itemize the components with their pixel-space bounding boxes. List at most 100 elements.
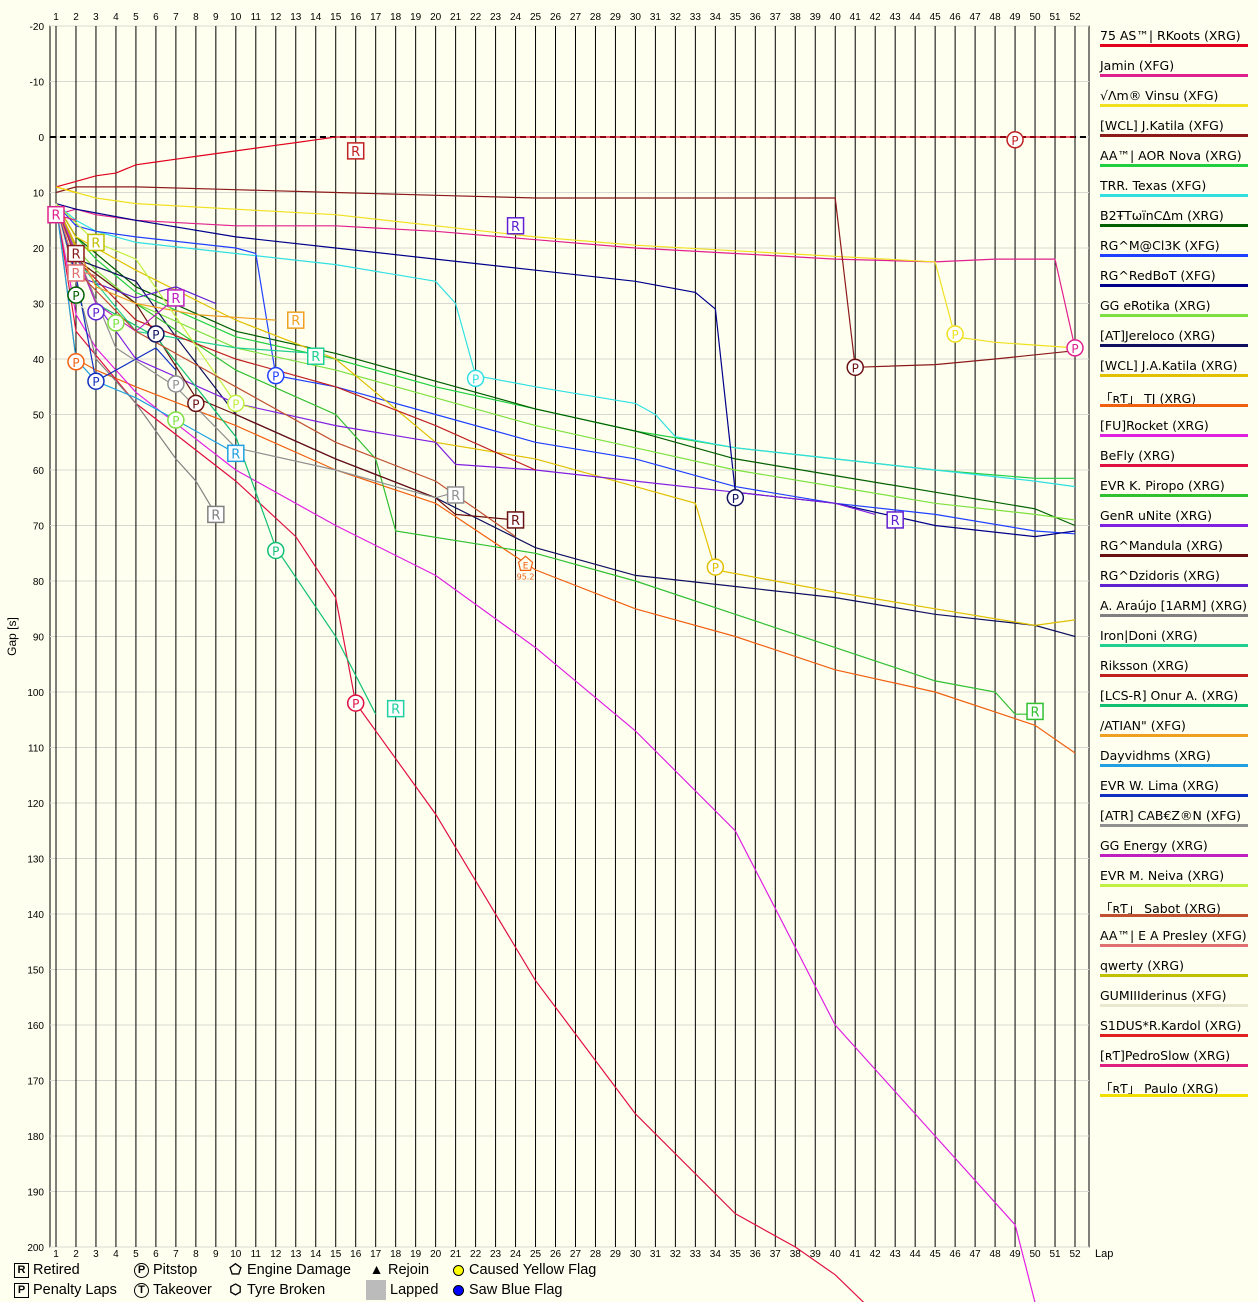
x-tick-label-bottom: 27 <box>570 1249 582 1260</box>
legend-color-swatch <box>1100 524 1248 527</box>
legend-item: 75 AS™| RKoots (XRG) <box>1094 28 1254 58</box>
legend-item: RG^RedBoT (XFG) <box>1094 268 1254 298</box>
legend-driver-name: 「ʀƬ」 Sabot (XRG) <box>1100 901 1221 916</box>
y-tick-label: -10 <box>30 78 45 89</box>
retired-marker <box>67 244 85 263</box>
x-tick-label-bottom: 5 <box>133 1249 139 1260</box>
pitstop-marker <box>1066 339 1084 357</box>
series-line-3 <box>55 186 1076 368</box>
pitstop-marker <box>267 366 285 385</box>
pitstop-marker-label: P <box>112 317 119 331</box>
legend-item: Riksson (XRG) <box>1094 658 1254 688</box>
x-tick-label-top: 21 <box>450 12 462 23</box>
legend-color-swatch <box>1100 584 1248 587</box>
legend-driver-name: 「ʀƬ」 Paulo (XRG) <box>1100 1081 1219 1096</box>
legend-color-swatch <box>1100 884 1248 887</box>
pitstop-marker <box>87 303 105 321</box>
pitstop-marker-label: P <box>92 306 99 320</box>
x-tick-label-bottom: 22 <box>470 1249 482 1260</box>
x-tick-label-top: 47 <box>970 12 982 23</box>
x-tick-label-bottom: 16 <box>350 1249 362 1260</box>
legend-color-swatch <box>1100 1034 1248 1037</box>
x-tick-label-top: 22 <box>470 12 482 23</box>
legend-item: 「ʀƬ」 Paulo (XRG) <box>1094 1078 1254 1108</box>
retired-marker-label: R <box>171 292 180 307</box>
x-tick-label-bottom: 11 <box>251 1249 262 1260</box>
x-tick-label-bottom: 41 <box>850 1249 862 1260</box>
x-tick-label-bottom: 38 <box>790 1249 802 1260</box>
driver-legend: 75 AS™| RKoots (XRG) Jamin (XFG) √Λm® Vins… <box>1094 28 1254 1108</box>
x-tick-label-bottom: 44 <box>910 1249 922 1260</box>
x-tick-label-top: 2 <box>73 12 79 23</box>
pitstop-marker-label: P <box>732 492 739 506</box>
retired-marker <box>167 289 185 307</box>
x-tick-label-bottom: 15 <box>330 1249 342 1260</box>
key-engine-damage: ⬠ Engine Damage <box>229 1260 351 1279</box>
x-tick-label-bottom: 6 <box>153 1249 159 1260</box>
legend-color-swatch <box>1100 314 1248 317</box>
legend-color-swatch <box>1100 284 1248 287</box>
penalty-icon: P <box>14 1282 29 1298</box>
series-line-12 <box>55 203 1076 754</box>
x-tick-label-top: 4 <box>113 12 119 23</box>
x-tick-label-bottom: 26 <box>550 1249 562 1260</box>
legend-driver-name: TRR. Texas (XFG) <box>1100 178 1207 193</box>
legend-item: GG eRotika (XRG) <box>1094 298 1254 328</box>
x-tick-label-bottom: 20 <box>430 1249 442 1260</box>
retired-marker-label: R <box>71 248 80 263</box>
legend-item: RG^Dzidoris (XRG) <box>1094 568 1254 598</box>
pitstop-marker-label: P <box>272 370 279 384</box>
pitstop-marker-label: P <box>1071 342 1078 356</box>
pitstop-marker <box>466 369 485 388</box>
retired-marker-label: R <box>511 220 520 235</box>
retired-marker <box>67 264 85 282</box>
legend-driver-name: A. Araújo [1ARM] (XRG) <box>1100 598 1248 613</box>
legend-color-swatch <box>1100 74 1248 77</box>
legend-color-swatch <box>1100 794 1248 797</box>
pitstop-marker <box>267 541 285 560</box>
legend-driver-name: Iron|Doni (XRG) <box>1100 628 1198 643</box>
pitstop-marker <box>67 286 85 304</box>
legend-item: S1DUS*R.Kardol (XRG) <box>1094 1018 1254 1048</box>
legend-driver-name: GG Energy (XRG) <box>1100 838 1208 853</box>
pitstop-marker-label: P <box>152 328 159 342</box>
y-tick-label: -20 <box>30 22 45 33</box>
retired-marker-label: R <box>91 236 100 251</box>
x-tick-label-top: 43 <box>890 12 902 23</box>
engine-damage-icon: ⬠ <box>229 1260 242 1277</box>
legend-color-swatch <box>1100 254 1248 257</box>
x-tick-label-top: 20 <box>430 12 442 23</box>
y-tick-label: 90 <box>33 633 45 644</box>
x-tick-label-top: 8 <box>193 12 199 23</box>
legend-item: √Λm® Vinsu (XFG) <box>1094 88 1254 118</box>
legend-driver-name: [FU]Rocket (XRG) <box>1100 418 1209 433</box>
key-takeover: T Takeover <box>134 1282 212 1298</box>
y-tick-label: 10 <box>33 189 45 200</box>
legend-item: /ATIAN" (XFG) <box>1094 718 1254 748</box>
y-axis-label: Gap [s] <box>5 617 19 656</box>
pitstop-marker <box>227 394 245 413</box>
legend-color-swatch <box>1100 194 1248 197</box>
legend-color-swatch <box>1100 404 1248 407</box>
pitstop-marker-label: P <box>92 375 99 389</box>
x-tick-label-bottom: 17 <box>370 1249 382 1260</box>
x-tick-label-top: 46 <box>950 12 962 23</box>
series-line-1 <box>55 208 1076 349</box>
legend-color-swatch <box>1100 1004 1248 1007</box>
legend-driver-name: GG eRotika (XRG) <box>1100 298 1211 313</box>
x-tick-label-bottom: 36 <box>750 1249 762 1260</box>
legend-color-swatch <box>1100 344 1248 347</box>
x-tick-label-top: 11 <box>251 12 262 23</box>
x-tick-label-bottom: 37 <box>770 1249 782 1260</box>
series-line-13 <box>55 203 1036 1302</box>
legend-color-swatch <box>1100 674 1248 677</box>
pitstop-icon: P <box>134 1262 149 1278</box>
legend-item: RG^M@Cl3K (XFG) <box>1094 238 1254 268</box>
legend-color-swatch <box>1100 554 1248 557</box>
legend-item: [ʀƬ]PedroSlow (XRG) <box>1094 1048 1254 1078</box>
y-tick-label: 100 <box>27 688 44 699</box>
key-rejoin: ▲ Rejoin <box>369 1260 430 1279</box>
x-tick-label-bottom: 29 <box>610 1249 622 1260</box>
legend-driver-name: [LCS-R] Onur A. (XRG) <box>1100 688 1239 703</box>
